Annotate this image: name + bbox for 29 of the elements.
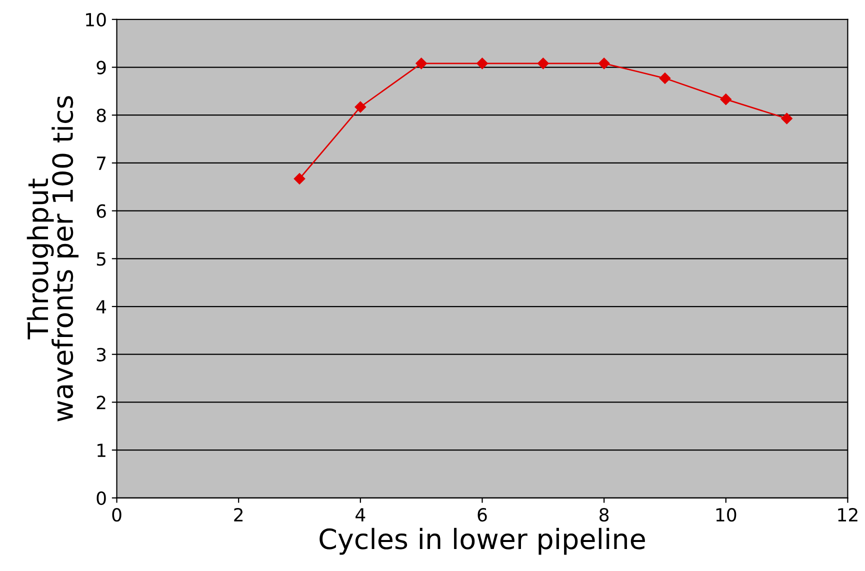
y-tick-label: 8	[96, 108, 106, 122]
point	[598, 58, 610, 70]
point	[720, 94, 732, 105]
x-tick-label: 10	[716, 508, 736, 522]
x-tick-label: 2	[234, 508, 243, 522]
y-tick-label: 9	[96, 60, 106, 74]
y-tick-label: 4	[96, 300, 106, 314]
point	[659, 72, 671, 84]
point	[354, 101, 366, 113]
y-tick-label: 7	[97, 156, 106, 170]
y-tick-label: 6	[96, 204, 106, 218]
point	[416, 58, 427, 70]
y-tick-label: 2	[96, 396, 106, 410]
point	[781, 112, 792, 124]
point	[538, 58, 549, 70]
y-tick-label: 3	[96, 348, 106, 362]
point	[294, 173, 306, 184]
y-axis-title: Throughput wavefronts per 100 tics	[26, 96, 79, 422]
x-tick-label: 4	[356, 508, 366, 522]
y-tick-label: 10	[86, 12, 106, 27]
x-tick-label: 6	[478, 508, 487, 522]
point	[476, 58, 488, 70]
x-tick-label: 8	[600, 508, 609, 522]
x-tick-label: 12	[838, 508, 858, 522]
y-tick-label: 5	[96, 252, 106, 266]
x-tick-label: 0	[112, 508, 122, 522]
y-tick-label: 0	[96, 491, 106, 506]
y-tick-label: 1	[98, 444, 106, 457]
x-axis-title: Cycles in lower pipeline	[320, 528, 645, 555]
